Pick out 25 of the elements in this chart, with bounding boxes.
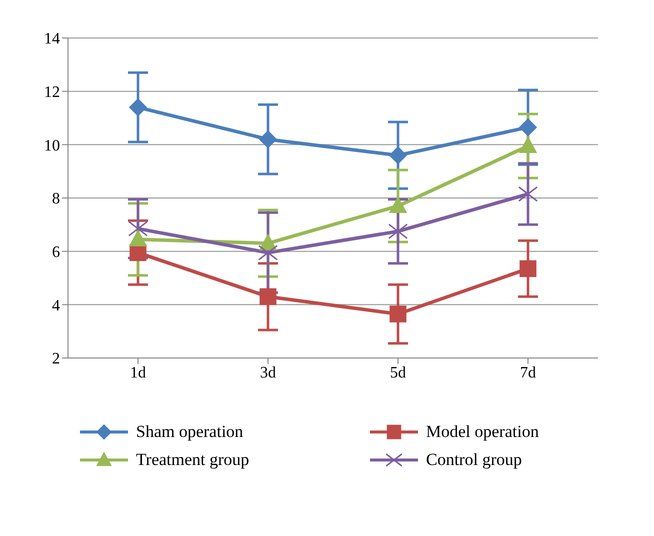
point: [128, 230, 148, 246]
x-tick-label: 5d: [390, 364, 406, 382]
legend-label: Model operation: [426, 422, 539, 442]
point: [388, 196, 408, 213]
y-tick-label: 4: [52, 297, 60, 314]
legend-label: Sham operation: [136, 422, 244, 442]
point: [390, 306, 406, 322]
point: [260, 288, 276, 306]
point: [520, 260, 536, 278]
y-tick-label: 12: [44, 84, 60, 102]
x-tick-label: 7d: [520, 364, 536, 382]
legend-label: Control group: [426, 450, 522, 470]
legend-label: Treatment group: [136, 450, 250, 470]
point: [518, 118, 538, 136]
x-tick-label: 3d: [260, 364, 276, 382]
y-tick-label: 8: [52, 190, 60, 208]
point: [388, 146, 408, 164]
x-tick-label: 1d: [130, 364, 146, 382]
point: [518, 136, 538, 153]
y-tick-label: 10: [44, 137, 60, 154]
point: [128, 98, 148, 116]
y-tick-label: 2: [52, 350, 60, 368]
point: [258, 130, 278, 148]
y-tick-label: 14: [44, 30, 60, 48]
y-tick-label: 6: [52, 244, 60, 262]
